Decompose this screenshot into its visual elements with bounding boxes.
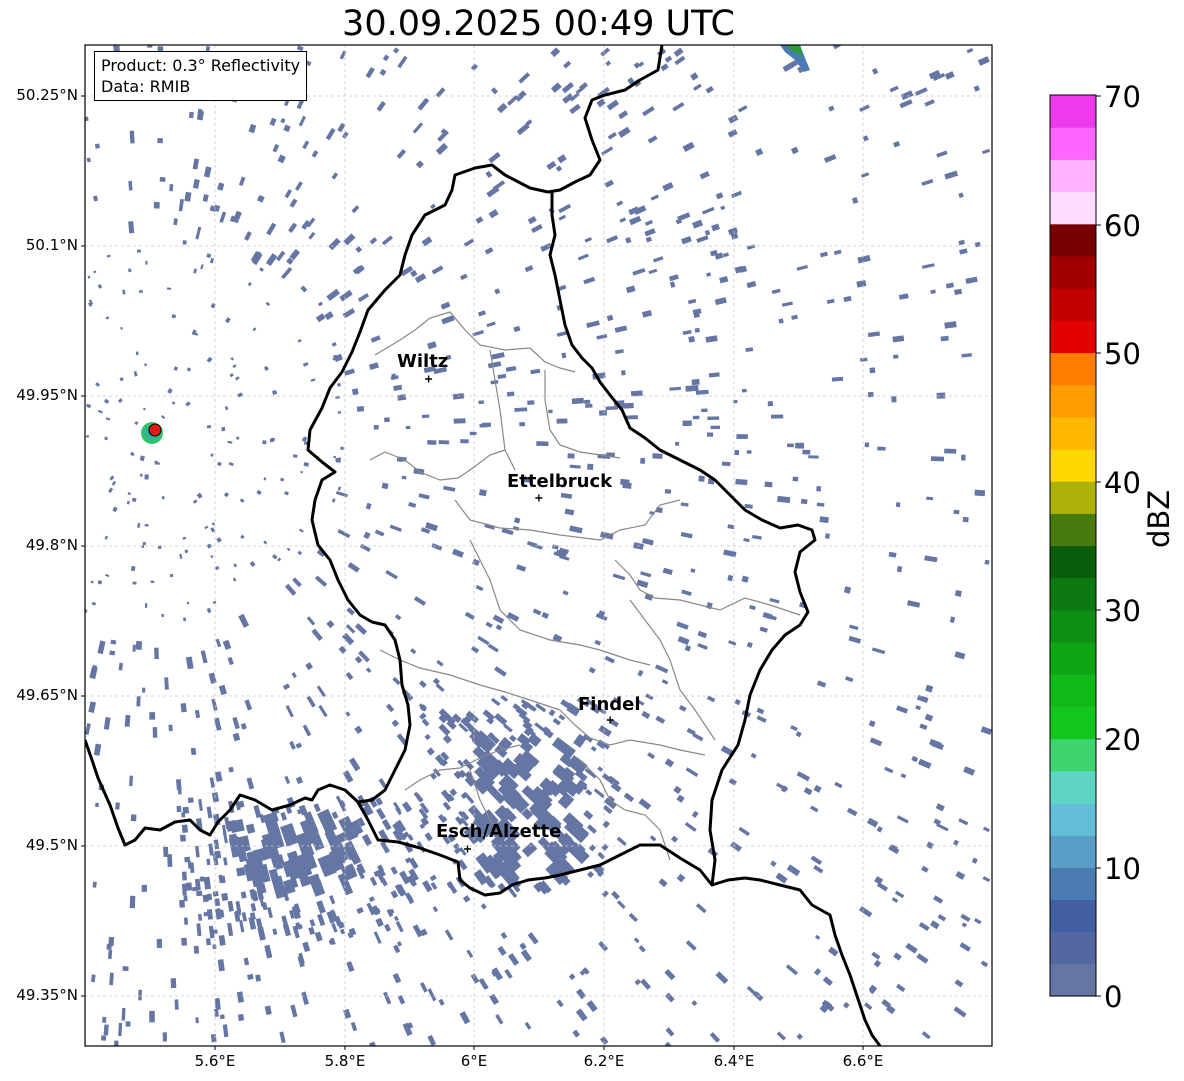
colorbar bbox=[1050, 95, 1096, 997]
colorbar-tick-label: 50 bbox=[1104, 337, 1141, 371]
colorbar-segment bbox=[1050, 513, 1096, 547]
lat-tick-label: 50.1°N bbox=[25, 236, 78, 254]
colorbar-segment bbox=[1050, 609, 1096, 643]
lat-tick-marks bbox=[81, 95, 85, 997]
colorbar-segment bbox=[1050, 706, 1096, 740]
colorbar-segment bbox=[1050, 770, 1096, 804]
colorbar-tick-label: 40 bbox=[1104, 466, 1141, 500]
colorbar-segment bbox=[1050, 416, 1096, 450]
colorbar-tick-label: 60 bbox=[1104, 209, 1141, 243]
colorbar-tick-label: 0 bbox=[1104, 980, 1123, 1014]
colorbar-segment bbox=[1050, 642, 1096, 675]
city-label-esch-alzette: Esch/Alzette bbox=[436, 821, 562, 842]
product-label: Product: 0.3° Reflectivity bbox=[101, 56, 301, 75]
city-label-findel: Findel bbox=[578, 694, 641, 715]
colorbar-segment bbox=[1050, 223, 1096, 257]
colorbar-segment bbox=[1050, 963, 1096, 997]
lon-tick-label: 5.8°E bbox=[324, 1052, 366, 1070]
colorbar-segment bbox=[1050, 674, 1096, 707]
colorbar-segment bbox=[1050, 738, 1096, 772]
colorbar-segment bbox=[1050, 255, 1096, 289]
colorbar-segment bbox=[1050, 481, 1096, 514]
colorbar-segment bbox=[1050, 127, 1096, 160]
country-border-east bbox=[356, 192, 817, 897]
colorbar-segment bbox=[1050, 352, 1096, 386]
city-label-ettelbruck: Ettelbruck bbox=[507, 471, 613, 492]
radar-site bbox=[141, 422, 163, 444]
lon-tick-label: 6.6°E bbox=[842, 1052, 884, 1070]
city-marker bbox=[463, 845, 471, 853]
colorbar-tick-label: 20 bbox=[1104, 723, 1141, 757]
colorbar-tick-label: 10 bbox=[1104, 852, 1141, 886]
lon-tick-label: 6.4°E bbox=[713, 1052, 755, 1070]
colorbar-segment bbox=[1050, 191, 1096, 225]
lon-tick-label: 6°E bbox=[460, 1052, 488, 1070]
lon-tick-marks bbox=[214, 1046, 864, 1050]
colorbar-segment bbox=[1050, 95, 1096, 128]
colorbar-segment bbox=[1050, 899, 1096, 933]
colorbar-segment bbox=[1050, 545, 1096, 579]
product-info-box: Product: 0.3° Reflectivity Data: RMIB bbox=[94, 51, 308, 101]
country-border bbox=[85, 45, 664, 847]
colorbar-segment bbox=[1050, 802, 1096, 836]
colorbar-segment bbox=[1050, 320, 1096, 354]
colorbar-tick-label: 30 bbox=[1104, 594, 1141, 628]
lat-tick-label: 49.35°N bbox=[16, 986, 78, 1004]
colorbar-tick-label: 70 bbox=[1104, 80, 1141, 114]
colorbar-tick-marks bbox=[1096, 95, 1101, 997]
corner-echo bbox=[780, 45, 810, 72]
colorbar-segment bbox=[1050, 577, 1096, 611]
lat-tick-label: 49.5°N bbox=[25, 836, 78, 854]
map-title: 30.09.2025 00:49 UTC bbox=[342, 4, 735, 44]
colorbar-segment bbox=[1050, 288, 1096, 321]
colorbar-segment bbox=[1050, 384, 1096, 418]
colorbar-segment bbox=[1050, 159, 1096, 193]
colorbar-segment bbox=[1050, 835, 1096, 868]
city-label-wiltz: Wiltz bbox=[397, 351, 449, 372]
country-border-south bbox=[711, 876, 882, 1046]
colorbar-unit-label: dBZ bbox=[1142, 489, 1176, 548]
lat-tick-label: 50.25°N bbox=[16, 86, 78, 104]
colorbar-segment bbox=[1050, 867, 1096, 901]
data-source-label: Data: RMIB bbox=[101, 77, 191, 96]
lat-tick-label: 49.65°N bbox=[16, 686, 78, 704]
colorbar-segment bbox=[1050, 448, 1096, 482]
lon-tick-label: 6.2°E bbox=[583, 1052, 625, 1070]
lat-tick-label: 49.95°N bbox=[16, 386, 78, 404]
colorbar-segment bbox=[1050, 931, 1096, 965]
lon-tick-label: 5.6°E bbox=[194, 1052, 236, 1070]
city-markers bbox=[425, 375, 614, 853]
canton-borders bbox=[369, 311, 801, 861]
lat-tick-label: 49.8°N bbox=[25, 536, 78, 554]
city-marker bbox=[425, 375, 433, 383]
city-marker bbox=[535, 494, 543, 502]
city-marker bbox=[606, 716, 614, 724]
